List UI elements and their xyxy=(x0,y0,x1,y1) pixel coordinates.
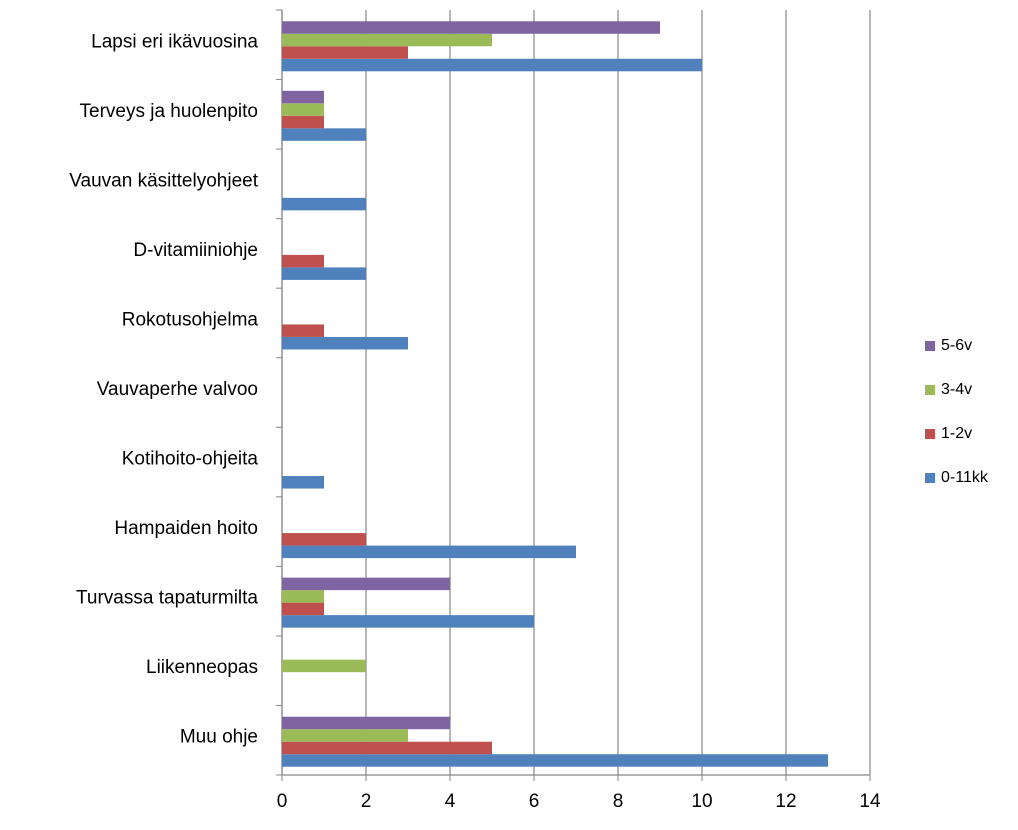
bar xyxy=(282,254,324,268)
y-tick-label: Hampaiden hoito xyxy=(114,518,258,539)
y-tick-label: Terveys ja huolenpito xyxy=(80,101,259,122)
bar xyxy=(282,615,534,628)
y-tick-label: Turvassa tapaturmilta xyxy=(76,588,258,609)
x-tick-label: 6 xyxy=(529,791,540,812)
y-tick-label: Muu ohje xyxy=(180,727,258,748)
bar xyxy=(282,103,324,116)
y-tick-label: Vauvaperhe valvoo xyxy=(97,379,258,400)
x-tick-label: 14 xyxy=(859,791,881,812)
y-tick-label: Kotihoito-ohjeita xyxy=(122,449,259,470)
bar xyxy=(282,197,366,211)
bar xyxy=(282,590,324,603)
bar xyxy=(282,476,324,489)
bar xyxy=(282,577,450,591)
bar xyxy=(282,128,366,141)
bar xyxy=(282,545,576,559)
x-tick-label: 0 xyxy=(277,791,288,812)
y-tick-label: Rokotusohjelma xyxy=(122,309,259,330)
legend-label: 3-4v xyxy=(941,381,972,398)
legend-swatch xyxy=(925,385,935,395)
bar xyxy=(282,324,324,337)
bar xyxy=(282,46,408,59)
x-tick-label: 10 xyxy=(691,791,712,812)
y-tick-label: Lapsi eri ikävuosina xyxy=(91,31,258,52)
bar xyxy=(282,90,324,104)
bar xyxy=(282,33,492,47)
x-tick-label: 4 xyxy=(445,791,456,812)
legend-swatch xyxy=(925,473,935,483)
bar xyxy=(282,659,366,673)
bar xyxy=(282,602,324,616)
x-tick-label: 2 xyxy=(361,791,372,812)
bar xyxy=(282,533,366,546)
bar xyxy=(282,741,492,755)
x-tick-label: 8 xyxy=(613,791,624,812)
bar xyxy=(282,21,660,34)
y-tick-label: Liikenneopas xyxy=(146,657,258,678)
bar xyxy=(282,267,366,280)
y-tick-label: D-vitamiiniohje xyxy=(133,240,258,261)
legend-swatch xyxy=(925,429,935,439)
legend-label: 5-6v xyxy=(941,337,972,354)
x-tick-label: 12 xyxy=(775,791,796,812)
legend-label: 0-11kk xyxy=(941,469,989,486)
bar xyxy=(282,58,702,72)
bar xyxy=(282,336,408,350)
legend-label: 1-2v xyxy=(941,425,972,442)
bar xyxy=(282,754,828,767)
bar xyxy=(282,716,450,730)
bar xyxy=(282,115,324,129)
y-tick-label: Vauvan käsittelyohjeet xyxy=(69,170,258,191)
bar xyxy=(282,729,408,742)
legend-swatch xyxy=(925,341,935,351)
